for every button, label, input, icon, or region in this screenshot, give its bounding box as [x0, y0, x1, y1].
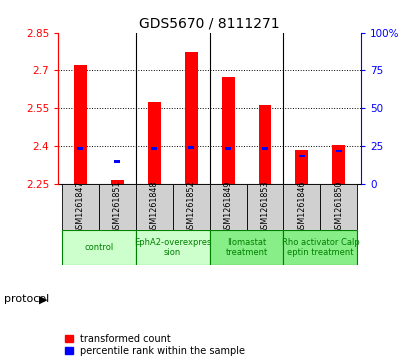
Text: GSM1261849: GSM1261849: [224, 180, 232, 234]
Bar: [332, 145, 345, 184]
Text: Rho activator Calp
eptin treatment: Rho activator Calp eptin treatment: [281, 238, 359, 257]
Text: GSM1261848: GSM1261848: [150, 180, 159, 234]
Text: control: control: [84, 243, 113, 252]
Bar: [336, 150, 342, 152]
Text: GSM1261852: GSM1261852: [187, 180, 195, 234]
Text: protocol: protocol: [4, 294, 49, 305]
Bar: [210, 184, 247, 230]
Text: EphA2-overexpres
sion: EphA2-overexpres sion: [134, 238, 211, 257]
Legend: transformed count, percentile rank within the sample: transformed count, percentile rank withi…: [63, 332, 247, 358]
Bar: [115, 160, 120, 163]
Bar: [299, 155, 305, 158]
Text: GSM1261853: GSM1261853: [261, 180, 269, 234]
Bar: [148, 102, 161, 184]
Bar: [320, 184, 357, 230]
Bar: [99, 184, 136, 230]
Bar: [151, 147, 157, 150]
Bar: [111, 180, 124, 184]
Bar: [210, 230, 283, 265]
Text: ▶: ▶: [39, 294, 47, 305]
Bar: [222, 77, 234, 184]
Bar: [74, 65, 87, 184]
Bar: [262, 147, 268, 150]
Text: Ilomastat
treatment: Ilomastat treatment: [225, 238, 268, 257]
Bar: [259, 105, 271, 184]
Bar: [62, 230, 136, 265]
Bar: [283, 184, 320, 230]
Bar: [283, 230, 357, 265]
Text: GSM1261847: GSM1261847: [76, 180, 85, 234]
Bar: [247, 184, 283, 230]
Text: GSM1261846: GSM1261846: [298, 180, 306, 234]
Bar: [188, 146, 194, 149]
Text: GSM1261851: GSM1261851: [113, 180, 122, 234]
Text: GSM1261850: GSM1261850: [334, 180, 343, 234]
Bar: [136, 230, 210, 265]
Bar: [62, 184, 99, 230]
Bar: [225, 147, 231, 150]
Bar: [78, 147, 83, 150]
Bar: [173, 184, 210, 230]
Bar: [295, 150, 308, 184]
Bar: [136, 184, 173, 230]
Bar: [185, 52, 198, 184]
Title: GDS5670 / 8111271: GDS5670 / 8111271: [139, 16, 280, 30]
